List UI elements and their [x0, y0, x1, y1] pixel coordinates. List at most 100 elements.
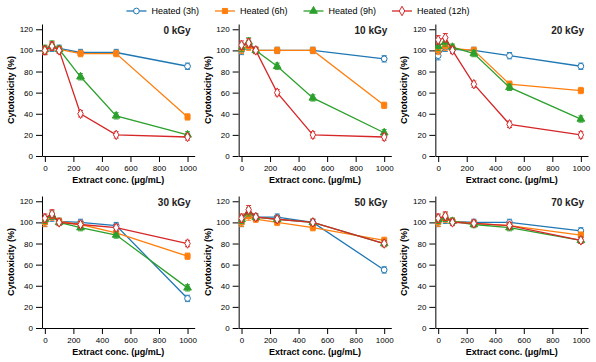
point — [112, 111, 120, 118]
x-tick-mark — [73, 156, 74, 162]
series — [435, 215, 583, 234]
y-tick: 40 — [24, 110, 42, 119]
series-line — [242, 210, 385, 244]
point — [185, 132, 190, 141]
y-tick-mark — [429, 201, 435, 202]
y-tick-mark — [233, 201, 239, 202]
x-tick-mark — [130, 156, 131, 162]
series — [239, 212, 387, 244]
y-tick: 40 — [417, 110, 435, 119]
y-tick: 100 — [413, 46, 435, 55]
plot-area — [42, 209, 191, 301]
x-tick-mark — [438, 156, 439, 162]
x-axis-title: Extract conc. (μg/mL) — [269, 347, 361, 357]
legend-label: Heated (12h) — [417, 6, 470, 16]
x-tick: 200 — [461, 328, 475, 345]
error-bar — [42, 46, 47, 54]
y-tick: 60 — [221, 89, 239, 98]
x-tick-mark — [130, 328, 131, 334]
plot-area — [435, 33, 584, 140]
y-tick-mark — [233, 328, 239, 329]
x-tick-mark — [356, 156, 357, 162]
x-tick-label: 0 — [240, 336, 245, 345]
y-tick-mark — [233, 72, 239, 73]
y-tick-mark — [429, 286, 435, 287]
y-tick-label: 0 — [29, 324, 34, 333]
y-tick: 80 — [221, 68, 239, 77]
y-tick: 60 — [417, 89, 435, 98]
y-tick-label: 100 — [216, 218, 230, 227]
point — [246, 205, 251, 214]
x-tick: 600 — [321, 156, 335, 173]
x-tick-label: 600 — [518, 164, 532, 173]
x-tick-label: 600 — [518, 336, 532, 345]
y-tick-label: 0 — [422, 324, 427, 333]
x-tick-mark — [581, 156, 582, 162]
series-line — [438, 217, 581, 240]
x-tick-mark — [270, 156, 271, 162]
legend: Heated (3h)Heated (6h)Heated (9h)Heated … — [126, 6, 469, 16]
error-bar — [382, 267, 387, 273]
y-tick-mark — [36, 201, 42, 202]
y-tick: 100 — [216, 46, 238, 55]
x-tick: 200 — [67, 156, 81, 173]
x-tick-label: 800 — [546, 164, 560, 173]
y-axis: 020406080100120 — [413, 197, 436, 334]
error-bar — [443, 34, 448, 42]
y-tick-mark — [429, 72, 435, 73]
x-tick-mark — [495, 156, 496, 162]
point — [471, 79, 476, 88]
y-tick-mark — [36, 328, 42, 329]
y-tick-label: 0 — [422, 152, 427, 161]
series-line — [438, 218, 581, 235]
x-tick-label: 1000 — [572, 336, 590, 345]
y-tick: 60 — [417, 261, 435, 270]
y-tick-label: 80 — [221, 240, 230, 249]
error-bar — [239, 41, 244, 49]
x-axis-title: Extract conc. (μg/mL) — [72, 347, 164, 357]
y-axis-title: Cytotoxicity (%) — [399, 228, 409, 296]
point — [239, 40, 244, 49]
x-tick-label: 600 — [124, 164, 138, 173]
y-tick-label: 80 — [417, 240, 426, 249]
x-axis: 02004006008001000 — [43, 156, 198, 173]
series-line — [45, 46, 188, 137]
x-axis-line — [43, 328, 196, 329]
point — [450, 218, 455, 227]
x-tick: 1000 — [376, 328, 394, 345]
x-tick-label: 400 — [292, 336, 306, 345]
point — [185, 296, 191, 302]
y-tick-mark — [233, 50, 239, 51]
y-tick: 80 — [24, 240, 42, 249]
x-tick-mark — [327, 328, 328, 334]
plot-area — [42, 41, 191, 142]
x-tick: 200 — [67, 328, 81, 345]
y-tick-mark — [233, 265, 239, 266]
x-tick: 200 — [264, 156, 278, 173]
error-bar — [185, 253, 190, 259]
y-tick-label: 60 — [417, 261, 426, 270]
y-tick: 80 — [24, 68, 42, 77]
x-axis-line — [239, 328, 392, 329]
point — [578, 236, 583, 245]
point — [507, 53, 513, 59]
y-tick-label: 80 — [417, 68, 426, 77]
series-line — [438, 42, 581, 119]
x-tick: 1000 — [376, 156, 394, 173]
y-tick: 20 — [417, 131, 435, 140]
point — [185, 114, 190, 119]
x-tick: 800 — [546, 156, 560, 173]
point — [274, 214, 279, 223]
y-axis-title: Cytotoxicity (%) — [6, 228, 16, 296]
point — [443, 33, 448, 42]
y-tick-label: 100 — [413, 218, 427, 227]
y-tick-label: 20 — [24, 303, 33, 312]
y-tick-mark — [429, 328, 435, 329]
x-tick-label: 1000 — [179, 336, 197, 345]
y-tick-label: 20 — [221, 131, 230, 140]
x-tick-label: 200 — [264, 336, 278, 345]
point — [577, 115, 585, 122]
point — [42, 46, 47, 55]
y-tick-label: 20 — [417, 131, 426, 140]
point — [273, 62, 281, 69]
